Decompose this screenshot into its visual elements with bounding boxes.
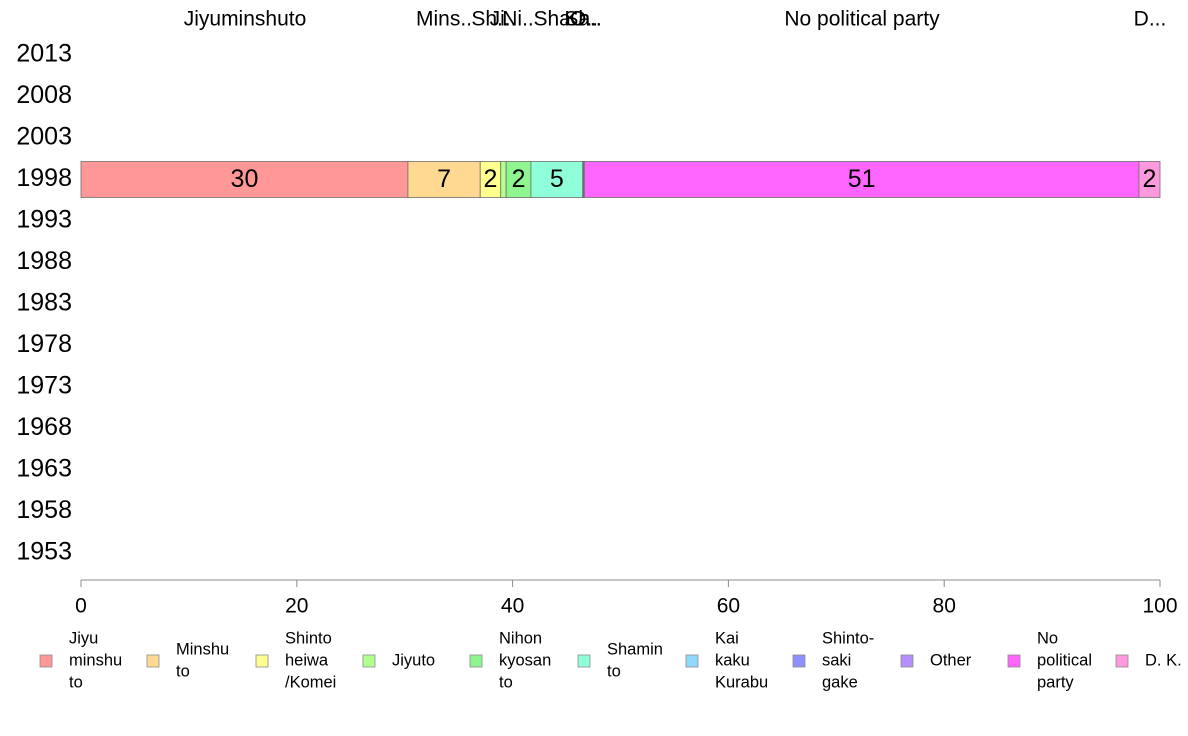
legend-swatch — [362, 654, 376, 668]
top-segment-label: Ji.. — [490, 8, 517, 31]
legend-swatch — [577, 654, 591, 668]
legend-label: kaku — [715, 651, 750, 669]
y-tick-label: 1973 — [16, 372, 72, 400]
x-tick-label: 20 — [285, 595, 308, 618]
bar-data-label: 7 — [437, 165, 451, 193]
legend-swatch — [39, 654, 53, 668]
top-labels: Jiyuminshuto Mins.. Sh..Ji..Ni.. Sha..Ka..S… — [184, 8, 1167, 31]
x-tick-label: 0 — [75, 595, 87, 618]
legend-label: party — [1037, 673, 1074, 691]
legend-label: to — [499, 673, 513, 691]
top-segment-label: No political party — [784, 8, 940, 31]
y-tick-label: 1993 — [16, 206, 72, 234]
legend-swatch — [792, 654, 806, 668]
legend-label: saki — [822, 651, 851, 669]
top-segment-label: Ni.. — [502, 8, 534, 31]
top-segment-label: Ka.. — [564, 8, 601, 31]
legend-label: gake — [822, 673, 858, 691]
bar-segment — [583, 161, 1140, 198]
y-tick-label: 2008 — [16, 81, 72, 109]
y-tick-label: 1968 — [16, 413, 72, 441]
y-tick-label: 1988 — [16, 247, 72, 275]
legend-label: heiwa — [285, 651, 329, 669]
bar-segment — [505, 161, 532, 198]
y-tick-label: 1958 — [16, 496, 72, 524]
x-tick-label: 60 — [717, 595, 740, 618]
bar-data-label: 2 — [512, 165, 526, 193]
legend-swatch — [1115, 654, 1129, 668]
legend-swatch — [255, 654, 269, 668]
y-tick-label: 1983 — [16, 289, 72, 317]
legend-label: Kurabu — [715, 673, 768, 691]
legend-swatch — [685, 654, 699, 668]
legend-label: to — [176, 662, 190, 680]
legend-label: to — [69, 673, 83, 691]
legend-label: minshu — [69, 651, 122, 669]
bar-segment — [530, 161, 584, 198]
legend-label: political — [1037, 651, 1092, 669]
legend-label: Jiyu — [69, 629, 98, 647]
bar-data-label: 2 — [484, 165, 498, 193]
top-segment-label: Mins.. — [416, 8, 472, 31]
legend-swatch — [1007, 654, 1021, 668]
legend-label: Other — [930, 651, 972, 669]
y-tick-label: 1963 — [16, 455, 72, 483]
x-tick-label: 40 — [501, 595, 524, 618]
y-tick-label: 1998 — [16, 164, 72, 192]
bar-segment — [1138, 161, 1161, 198]
bar-data-label: 30 — [231, 165, 259, 193]
x-tick-label: 80 — [933, 595, 956, 618]
bar-segment — [80, 161, 409, 198]
legend-swatch — [900, 654, 914, 668]
legend-label: Shinto- — [822, 629, 874, 647]
y-axis: 2013 2008 2003 1998 1993 1988 1983 1978 1973 1968… — [16, 40, 72, 566]
bar-data-label: 2 — [1143, 165, 1157, 193]
y-tick-label: 2003 — [16, 123, 72, 151]
y-tick-label: 1953 — [16, 538, 72, 566]
y-tick-label: 1978 — [16, 330, 72, 358]
legend-label: Nihon — [499, 629, 542, 647]
x-tick-label: 100 — [1142, 595, 1177, 618]
bars: 30 7 2 2 5 51 2 — [80, 161, 1161, 198]
top-segment-label: Sh.. — [564, 8, 601, 31]
legend-label: No — [1037, 629, 1058, 647]
legend-label: Shinto — [285, 629, 332, 647]
legend-label: /Komei — [285, 673, 336, 691]
legend: Jiyu minshu to Minshu to Shinto heiwa/Komei Jiy… — [39, 629, 1182, 691]
legend-label: Shamin — [607, 640, 663, 658]
legend-label: Kai — [715, 629, 739, 647]
legend-label: Jiyuto — [392, 651, 435, 669]
legend-label: to — [607, 662, 621, 680]
legend-label: Minshu — [176, 640, 229, 658]
legend-label: kyosan — [499, 651, 551, 669]
top-segment-label: Sha.. — [533, 8, 582, 31]
legend-swatch — [146, 654, 160, 668]
legend-label: D. K. — [1145, 651, 1182, 669]
bar-data-label: 5 — [550, 165, 564, 193]
top-segment-label: D... — [1134, 8, 1167, 31]
legend-swatch — [469, 654, 483, 668]
top-segment-label: Sh.. — [471, 8, 508, 31]
bar-segment — [407, 161, 481, 198]
y-tick-label: 2013 — [16, 40, 72, 68]
top-segment-label: O.. — [570, 8, 598, 31]
bar-data-label: 51 — [848, 165, 876, 193]
top-segment-label: Jiyuminshuto — [184, 8, 307, 31]
x-axis: 0 20 40 60 80 100 — [75, 579, 1178, 618]
bar-segment — [500, 161, 507, 198]
